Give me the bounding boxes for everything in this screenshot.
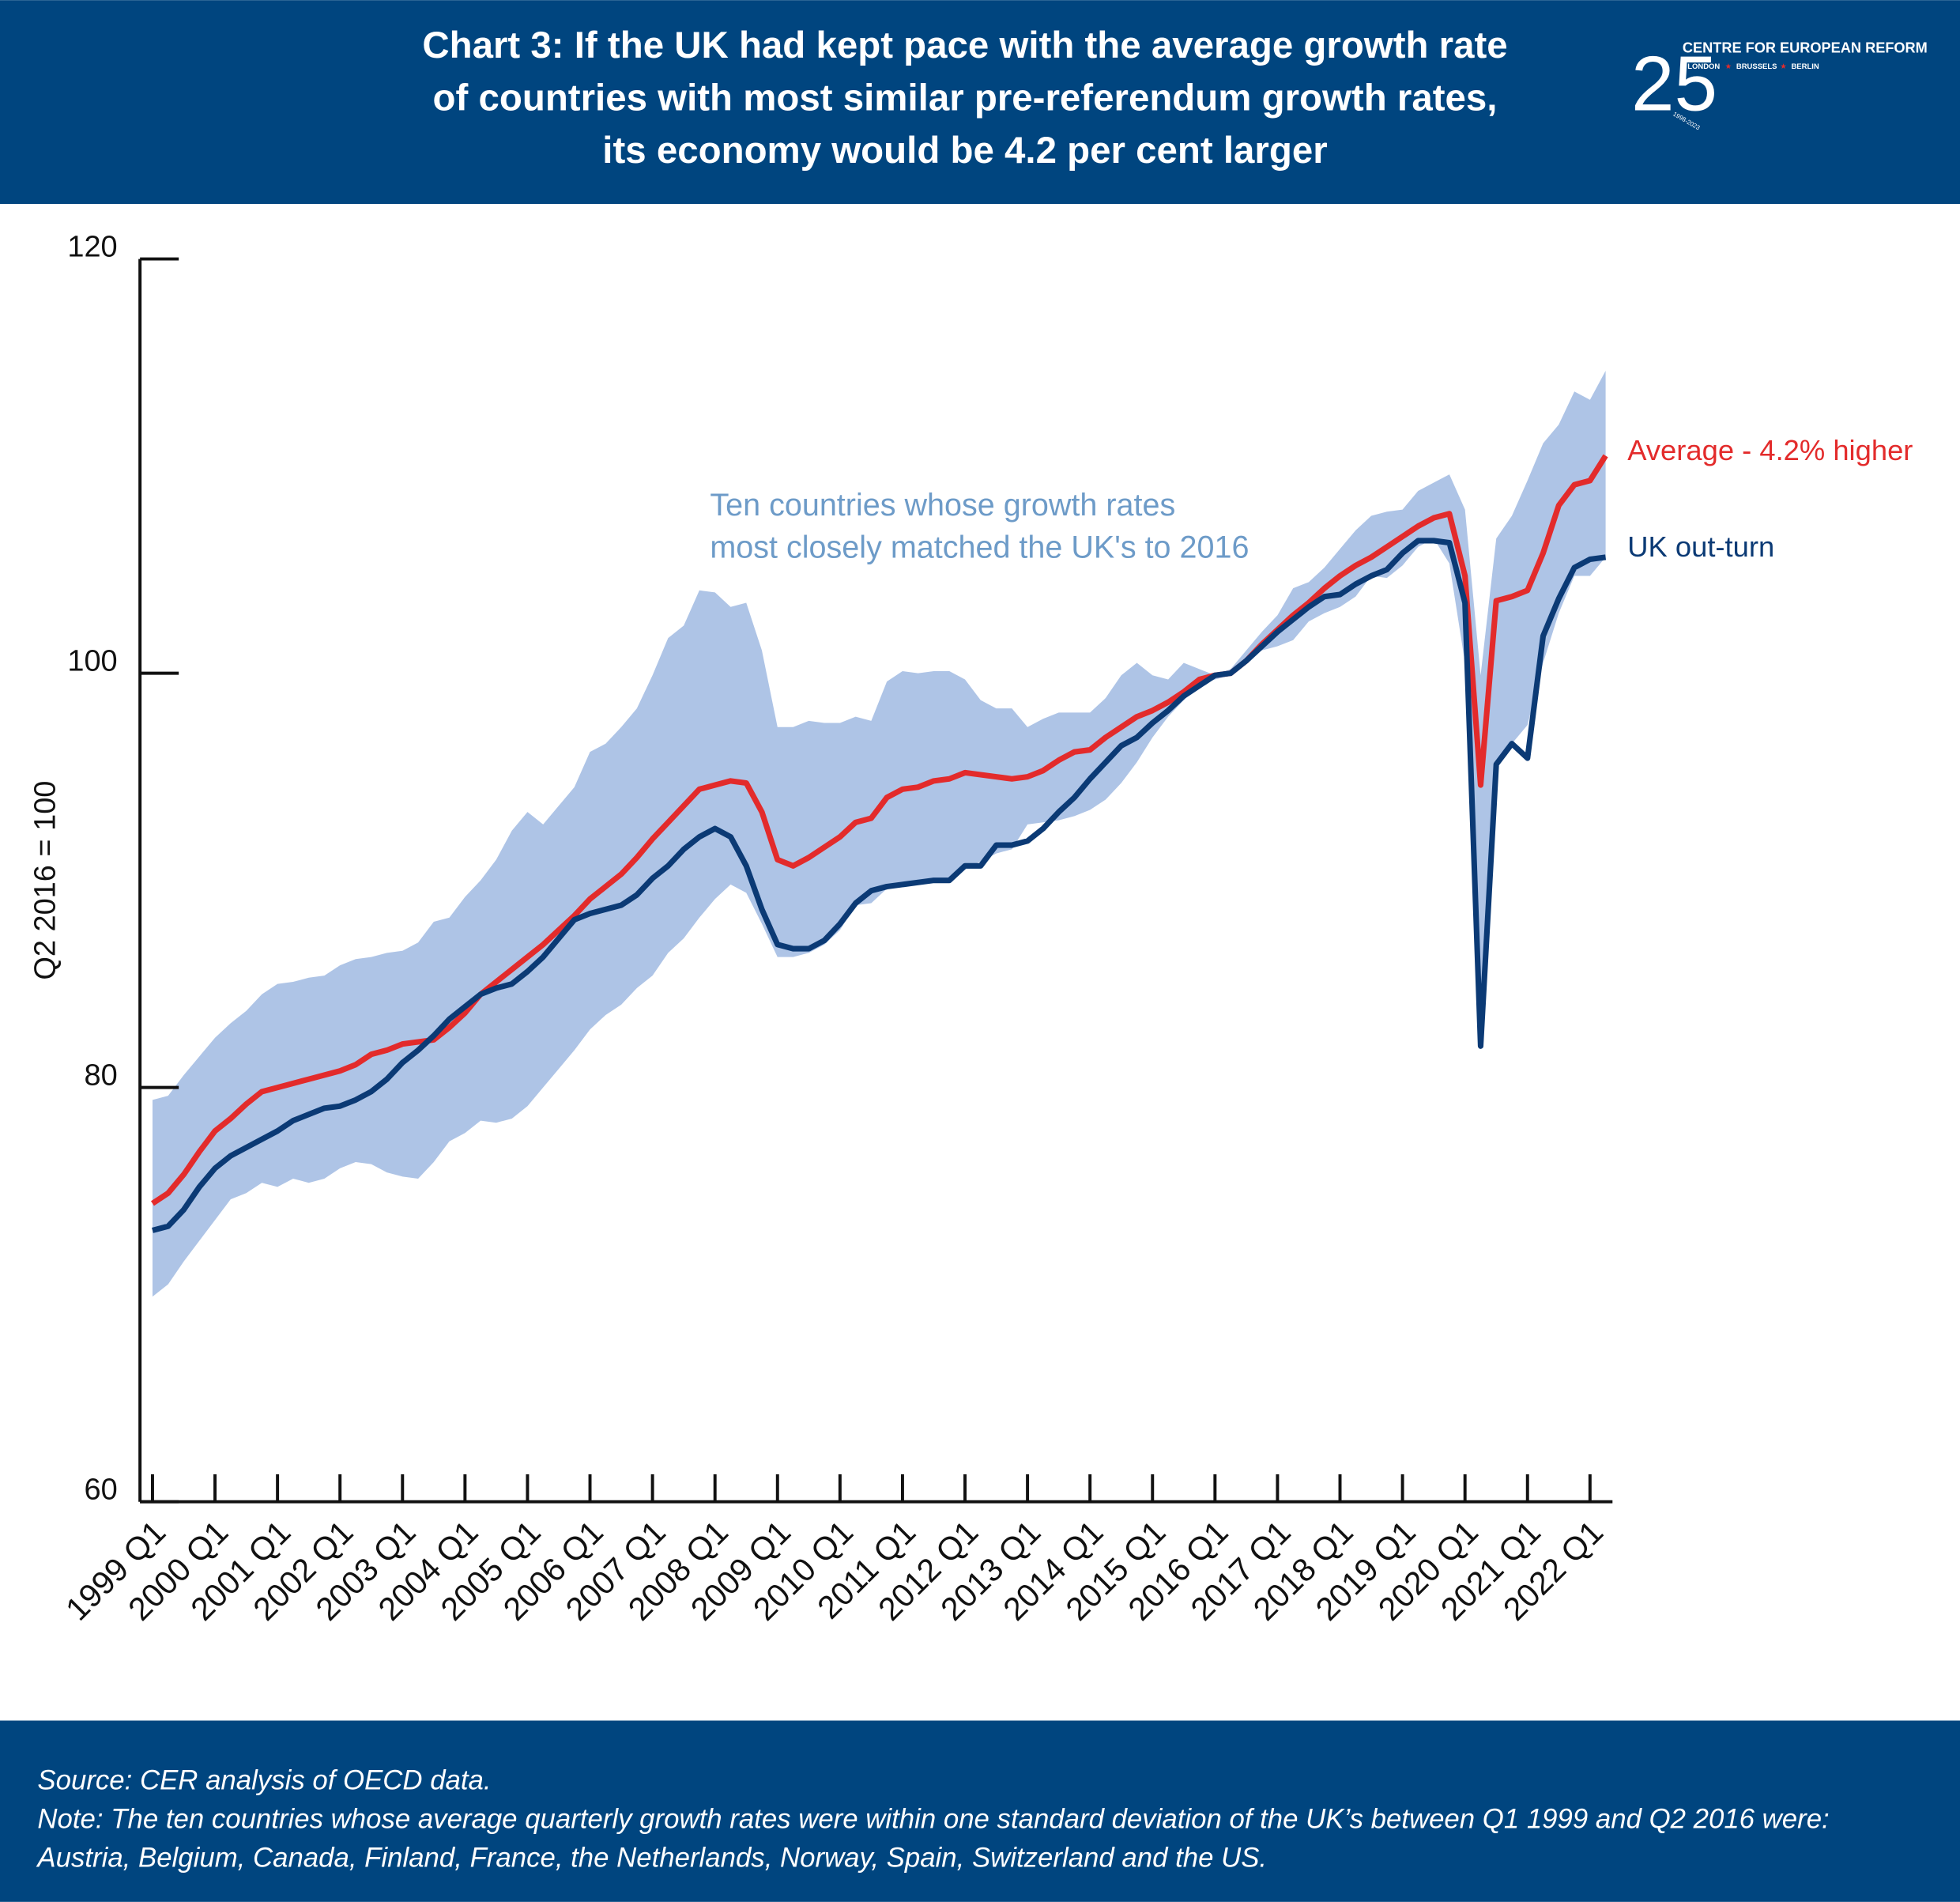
logo: 25 CENTRE FOR EUROPEAN REFORM LONDON ★ B… <box>1631 40 1928 131</box>
line <box>152 538 1607 1233</box>
line <box>150 454 1608 1206</box>
logo-number: 25 <box>1631 40 1717 126</box>
note: Note: The ten countries whose average qu… <box>37 1805 1829 1835</box>
y-axis-label: Q2 2016 = 100 <box>29 781 62 980</box>
logo-name: CENTRE FOR EUROPEAN REFORM <box>1683 40 1928 56</box>
note: Austria, Belgium, Canada, Finland, Franc… <box>36 1844 1267 1874</box>
header <box>0 0 1960 204</box>
band-label: most closely matched the UK's to 2016 <box>710 530 1249 565</box>
band-label: Ten countries whose growth rates <box>710 488 1175 523</box>
y-tick-label: 60 <box>84 1474 117 1507</box>
y-tick-label: 80 <box>84 1059 117 1092</box>
source: Source: CER analysis of OECD data. <box>37 1765 491 1795</box>
logo-separator: ★ <box>1780 62 1787 71</box>
logo-city: BERLIN <box>1791 62 1819 71</box>
logo-city: LONDON <box>1687 62 1720 71</box>
legend-label: Average - 4.2% higher <box>1627 434 1913 466</box>
range-band <box>152 371 1606 1297</box>
logo-separator: ★ <box>1725 62 1732 71</box>
legend-label: UK out-turn <box>1627 530 1774 563</box>
chart-title: of countries with most similar pre-refer… <box>433 77 1498 119</box>
footer <box>0 1720 1960 1902</box>
chart-title: its economy would be 4.2 per cent larger <box>602 130 1327 172</box>
logo-city: BRUSSELS <box>1736 62 1777 71</box>
chart-title: Chart 3: If the UK had kept pace with th… <box>422 25 1507 66</box>
y-tick-label: 120 <box>67 230 117 263</box>
y-tick-label: 100 <box>67 644 117 677</box>
